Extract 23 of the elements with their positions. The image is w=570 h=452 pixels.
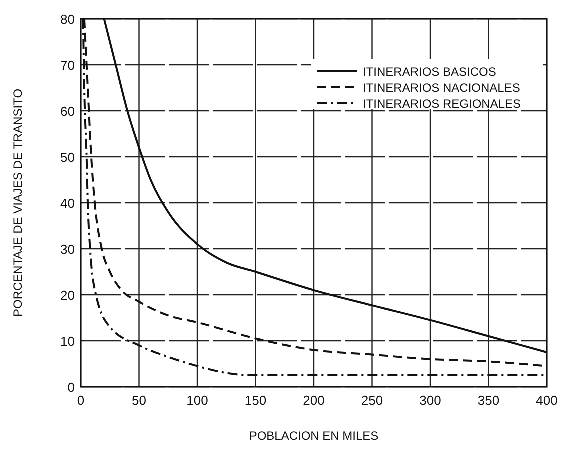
legend-label: ITINERARIOS BASICOS — [363, 65, 496, 79]
y-tick-label: 0 — [68, 380, 75, 395]
y-tick-label: 30 — [60, 242, 75, 257]
legend-label: ITINERARIOS REGIONALES — [363, 97, 522, 111]
x-tick-label: 100 — [186, 393, 208, 408]
y-tick-label: 50 — [60, 150, 75, 165]
y-tick-label: 80 — [60, 12, 75, 27]
y-axis-title: PORCENTAJE DE VIAJES DE TRANSITO — [11, 88, 25, 318]
x-axis-title: POBLACION EN MILES — [249, 429, 379, 443]
x-tick-label: 150 — [244, 393, 267, 408]
x-tick-label: 300 — [420, 393, 442, 408]
x-tick-label: 50 — [132, 393, 146, 408]
y-tick-label: 70 — [60, 58, 75, 73]
x-tick-label: 200 — [303, 393, 325, 408]
y-tick-label: 20 — [60, 288, 75, 303]
y-tick-label: 60 — [60, 104, 75, 119]
y-tick-label: 40 — [60, 196, 75, 211]
x-tick-label: 250 — [361, 393, 384, 408]
y-tick-label: 10 — [60, 334, 75, 349]
legend-label: ITINERARIOS NACIONALES — [363, 81, 520, 95]
x-tick-label: 350 — [478, 393, 500, 408]
x-tick-label: 400 — [536, 393, 558, 408]
x-tick-label: 0 — [77, 393, 85, 408]
